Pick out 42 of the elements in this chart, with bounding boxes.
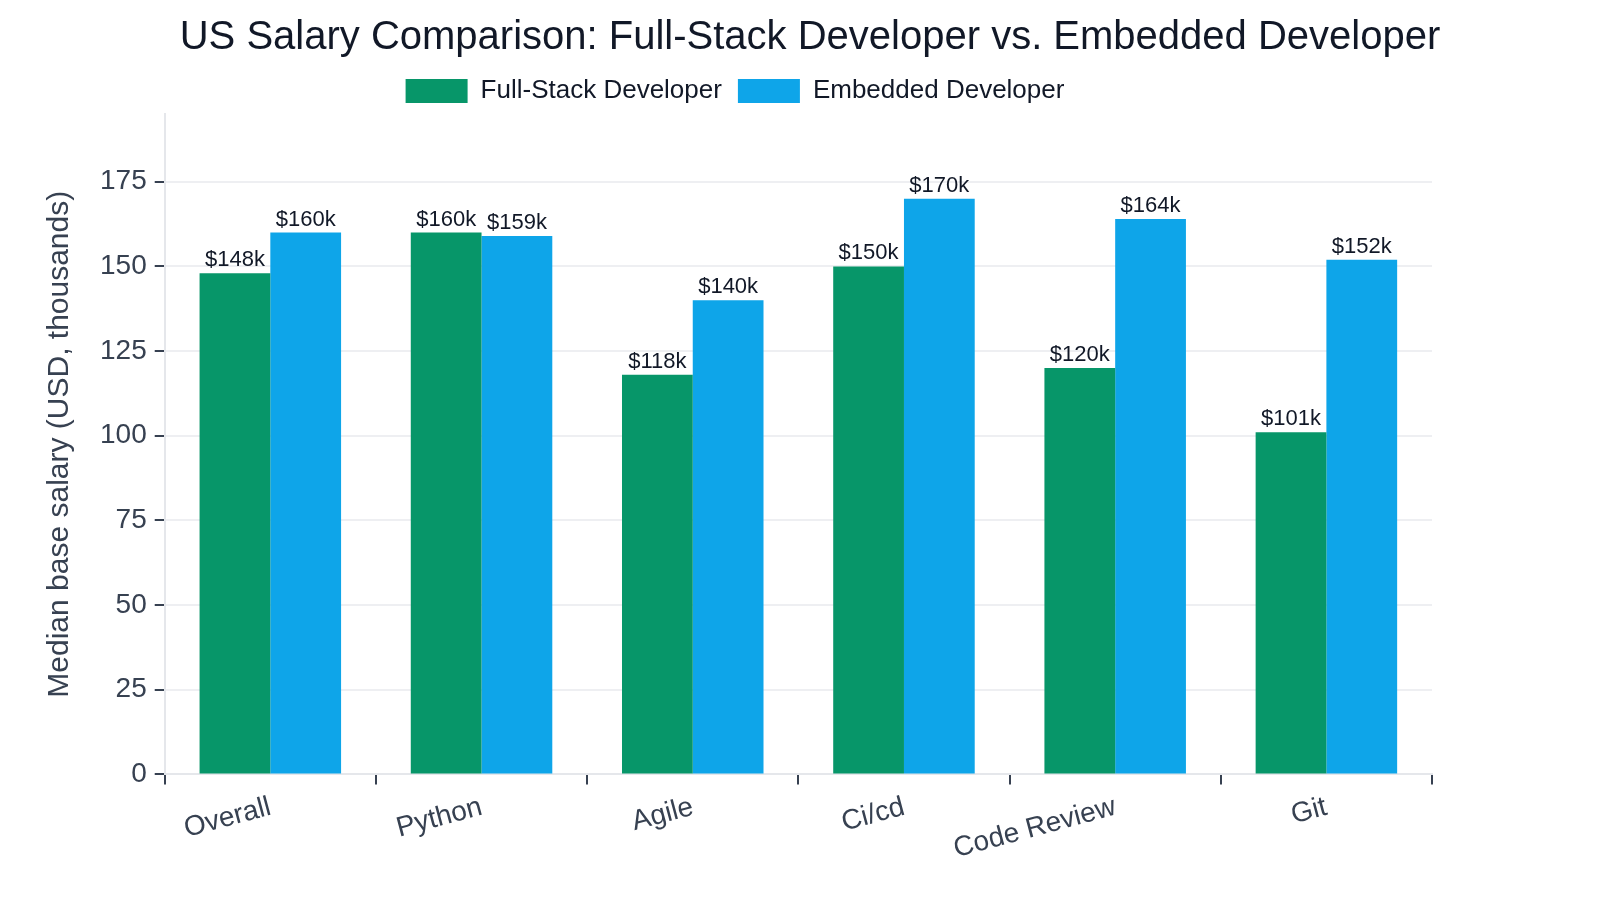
chart-title: US Salary Comparison: Full-Stack Developer vs. Embedded Developer [178, 12, 1442, 59]
y-tick-label: 75 [115, 503, 147, 535]
y-tick-label: 150 [100, 249, 147, 281]
bar [1044, 368, 1116, 774]
y-tick-label: 175 [100, 164, 147, 196]
data-label: $148k [204, 246, 266, 272]
y-tick-label: 125 [100, 333, 147, 365]
x-tick-label: Code Review [949, 789, 1120, 864]
bar [833, 266, 904, 774]
bar [903, 198, 975, 774]
data-label: $152k [1331, 232, 1393, 258]
bar [692, 300, 764, 774]
legend-label: Full-Stack Developer [480, 74, 723, 105]
bar [199, 273, 271, 774]
data-label: $170k [909, 171, 971, 197]
data-label: $150k [838, 239, 900, 265]
data-label: $101k [1261, 405, 1322, 431]
bar [622, 374, 693, 774]
bar [1326, 259, 1398, 774]
bar [1115, 218, 1186, 774]
legend-label: Embedded Developer [812, 74, 1065, 105]
data-label: $140k [698, 273, 760, 299]
data-label: $120k [1049, 341, 1111, 367]
y-tick-label: 100 [100, 418, 147, 450]
x-tick-label: Python [392, 789, 486, 843]
x-tick-label: Ci/cd [837, 789, 908, 837]
y-tick-label: 25 [115, 672, 147, 704]
y-tick-label: 50 [115, 587, 147, 619]
bar [1255, 432, 1327, 774]
bar [410, 232, 482, 774]
x-tick-label: Agile [628, 789, 697, 837]
x-tick-label: Git [1287, 789, 1331, 830]
x-tick-label: Overall [180, 789, 274, 843]
data-label: $160k [416, 205, 478, 231]
data-label: $160k [275, 205, 337, 231]
data-label: $164k [1120, 192, 1182, 218]
data-label: $159k [486, 208, 548, 234]
data-label: $118k [628, 347, 688, 373]
bar [270, 232, 342, 774]
y-tick-label: 0 [131, 757, 147, 789]
bar [481, 235, 553, 774]
y-axis-title: Median base salary (USD, thousands) [41, 190, 75, 698]
